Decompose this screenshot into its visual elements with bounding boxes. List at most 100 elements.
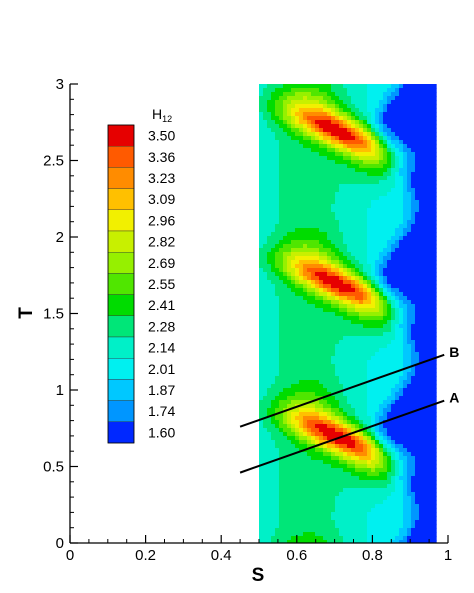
field-cell — [335, 460, 340, 465]
field-cell — [259, 84, 264, 89]
field-cell — [283, 136, 288, 141]
field-cell — [395, 256, 400, 261]
field-cell — [375, 288, 380, 293]
field-cell — [311, 360, 316, 365]
field-cell — [387, 172, 392, 177]
field-cell — [295, 232, 300, 237]
field-cell — [379, 264, 384, 269]
field-cell — [403, 88, 408, 93]
field-cell — [423, 456, 428, 461]
field-cell — [363, 124, 368, 129]
field-cell — [363, 360, 368, 365]
field-cell — [371, 100, 376, 105]
field-cell — [411, 340, 416, 345]
field-cell — [323, 364, 328, 369]
field-cell — [335, 124, 340, 129]
field-cell — [311, 308, 316, 313]
field-cell — [407, 124, 412, 129]
field-cell — [307, 128, 312, 133]
field-cell — [279, 384, 284, 389]
field-cell — [399, 328, 404, 333]
field-cell — [259, 144, 264, 149]
field-cell — [271, 256, 276, 261]
field-cell — [419, 268, 424, 273]
field-cell — [299, 148, 304, 153]
field-cell — [315, 100, 320, 105]
field-cell — [331, 312, 336, 317]
field-cell — [379, 528, 384, 533]
field-cell — [315, 256, 320, 261]
field-cell — [331, 512, 336, 517]
field-cell — [363, 412, 368, 417]
field-cell — [327, 384, 332, 389]
field-cell — [287, 96, 292, 101]
field-cell — [311, 216, 316, 221]
field-cell — [387, 232, 392, 237]
field-cell — [263, 176, 268, 181]
field-cell — [403, 220, 408, 225]
field-cell — [399, 104, 404, 109]
field-cell — [411, 528, 416, 533]
field-cell — [291, 472, 296, 477]
field-cell — [399, 244, 404, 249]
field-cell — [335, 260, 340, 265]
field-cell — [419, 436, 424, 441]
field-cell — [347, 440, 352, 445]
field-cell — [391, 124, 396, 129]
field-cell — [423, 304, 428, 309]
field-cell — [315, 280, 320, 285]
field-cell — [339, 420, 344, 425]
field-cell — [431, 292, 436, 297]
field-cell — [379, 468, 384, 473]
field-cell — [327, 428, 332, 433]
field-cell — [383, 488, 388, 493]
field-cell — [391, 392, 396, 397]
field-cell — [323, 148, 328, 153]
field-cell — [287, 328, 292, 333]
field-cell — [395, 464, 400, 469]
field-cell — [411, 268, 416, 273]
field-cell — [359, 328, 364, 333]
field-cell — [303, 212, 308, 217]
field-cell — [271, 96, 276, 101]
field-cell — [371, 364, 376, 369]
field-cell — [367, 300, 372, 305]
field-cell — [307, 300, 312, 305]
field-cell — [375, 452, 380, 457]
field-cell — [299, 196, 304, 201]
field-cell — [407, 164, 412, 169]
field-cell — [391, 464, 396, 469]
field-cell — [379, 228, 384, 233]
field-cell — [355, 400, 360, 405]
field-cell — [351, 340, 356, 345]
field-cell — [343, 124, 348, 129]
field-cell — [355, 296, 360, 301]
field-cell — [327, 388, 332, 393]
field-cell — [299, 532, 304, 537]
field-cell — [407, 536, 412, 541]
field-cell — [271, 208, 276, 213]
field-cell — [267, 464, 272, 469]
field-cell — [359, 408, 364, 413]
field-cell — [267, 372, 272, 377]
field-cell — [323, 216, 328, 221]
field-cell — [327, 376, 332, 381]
field-cell — [279, 276, 284, 281]
field-cell — [319, 196, 324, 201]
field-cell — [263, 252, 268, 257]
field-cell — [407, 352, 412, 357]
field-cell — [339, 404, 344, 409]
field-cell — [331, 156, 336, 161]
field-cell — [431, 128, 436, 133]
field-cell — [391, 180, 396, 185]
field-cell — [327, 88, 332, 93]
field-cell — [331, 496, 336, 501]
field-cell — [363, 284, 368, 289]
field-cell — [299, 332, 304, 337]
field-cell — [303, 188, 308, 193]
field-cell — [287, 540, 292, 543]
field-cell — [303, 500, 308, 505]
field-cell — [371, 340, 376, 345]
field-cell — [367, 196, 372, 201]
field-cell — [339, 248, 344, 253]
